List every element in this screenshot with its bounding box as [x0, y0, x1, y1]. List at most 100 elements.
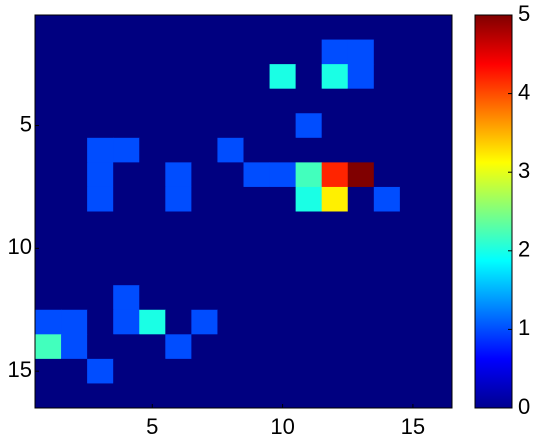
cell: [113, 15, 140, 41]
cell: [243, 309, 271, 335]
cell: [87, 358, 114, 384]
cell: [347, 285, 375, 311]
cell: [373, 285, 401, 311]
cell: [347, 162, 375, 188]
cell: [61, 236, 88, 262]
cell: [87, 162, 114, 188]
cell: [139, 113, 166, 139]
cell: [217, 236, 244, 262]
colorbar-tick-label: 5: [518, 1, 530, 26]
cell: [61, 260, 88, 286]
cell: [35, 383, 62, 409]
cell: [399, 211, 427, 237]
cell: [347, 15, 375, 41]
cell: [87, 64, 114, 90]
colorbar-tick-label: 4: [518, 79, 530, 104]
cell: [191, 358, 218, 384]
cell: [295, 236, 323, 262]
cell: [425, 211, 453, 237]
cell: [269, 236, 297, 262]
cell: [425, 15, 453, 41]
cell: [425, 358, 453, 384]
cell: [113, 383, 140, 409]
cell: [139, 88, 166, 114]
cell: [165, 186, 192, 212]
cell: [61, 162, 88, 188]
cell: [295, 260, 323, 286]
cell: [35, 285, 62, 311]
cell: [87, 15, 114, 41]
cell: [269, 358, 297, 384]
cell: [217, 260, 244, 286]
cell: [373, 236, 401, 262]
cell: [35, 15, 62, 41]
cell: [113, 211, 140, 237]
cell: [399, 334, 427, 360]
cell: [165, 358, 192, 384]
cell: [35, 358, 62, 384]
cell: [87, 39, 114, 65]
cell: [61, 88, 88, 114]
cell: [113, 285, 140, 311]
cell: [165, 236, 192, 262]
cell: [295, 137, 323, 163]
cell: [35, 236, 62, 262]
plot-frame: [34, 14, 453, 409]
cell: [399, 186, 427, 212]
cell: [295, 334, 323, 360]
cell: [87, 285, 114, 311]
y-tick-label: 5: [20, 111, 32, 136]
cell: [217, 15, 244, 41]
cell: [347, 358, 375, 384]
cell: [35, 334, 62, 360]
cell: [35, 309, 62, 335]
cell: [373, 113, 401, 139]
cell: [373, 39, 401, 65]
cell: [373, 88, 401, 114]
cell: [61, 358, 88, 384]
cell: [295, 88, 323, 114]
cell: [295, 285, 323, 311]
cell: [165, 334, 192, 360]
cell: [165, 88, 192, 114]
cell: [113, 358, 140, 384]
cell: [321, 285, 349, 311]
cell: [399, 309, 427, 335]
cell: [191, 285, 218, 311]
cell: [243, 113, 271, 139]
cell: [139, 358, 166, 384]
colorbar-tick-label: 3: [518, 158, 530, 183]
cell: [35, 137, 62, 163]
cell: [425, 186, 453, 212]
cell: [191, 309, 218, 335]
cell: [425, 162, 453, 188]
cell: [113, 88, 140, 114]
cell: [347, 309, 375, 335]
cell: [217, 137, 244, 163]
cell: [243, 64, 271, 90]
cell: [425, 39, 453, 65]
cell: [321, 15, 349, 41]
cell: [347, 383, 375, 409]
cell: [243, 236, 271, 262]
cell: [269, 39, 297, 65]
cell: [61, 285, 88, 311]
cell: [399, 236, 427, 262]
cell: [321, 186, 349, 212]
cell: [243, 137, 271, 163]
cell: [425, 64, 453, 90]
cell: [113, 113, 140, 139]
cell: [139, 186, 166, 212]
cell: [399, 15, 427, 41]
cell: [373, 15, 401, 41]
cell: [373, 309, 401, 335]
cell: [191, 186, 218, 212]
cell: [217, 113, 244, 139]
cell: [87, 186, 114, 212]
cell: [113, 137, 140, 163]
cell: [139, 334, 166, 360]
x-tick-label: 5: [146, 414, 158, 439]
cell: [113, 236, 140, 262]
cell: [399, 88, 427, 114]
cell: [191, 162, 218, 188]
